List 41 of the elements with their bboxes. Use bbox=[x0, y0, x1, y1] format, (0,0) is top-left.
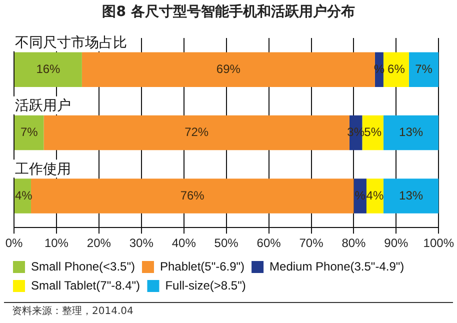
x-tick-label: 30% bbox=[129, 236, 154, 250]
legend-label: Full-size(>8.5") bbox=[165, 278, 246, 292]
data-label: 7% bbox=[20, 125, 38, 140]
data-label: 69% bbox=[216, 62, 241, 76]
bar bbox=[354, 178, 366, 214]
y-tick-label: 不同尺寸市场占比 bbox=[15, 34, 127, 51]
y-tick-label: 活跃用户 bbox=[15, 98, 71, 114]
data-label: 4% bbox=[366, 188, 384, 202]
legend-label: Medium Phone(3.5"-4.9") bbox=[270, 259, 404, 274]
bar bbox=[30, 178, 354, 214]
data-label: % bbox=[354, 188, 366, 202]
data-label: 6% bbox=[388, 62, 406, 76]
x-tick-label: 70% bbox=[299, 236, 324, 250]
data-label: 13% bbox=[399, 125, 424, 140]
x-tick-label: 60% bbox=[256, 236, 282, 250]
data-label: 16% bbox=[36, 62, 61, 76]
x-tick-label: 10% bbox=[44, 236, 69, 250]
x-tick-label: 0% bbox=[5, 236, 23, 250]
y-tick-label: 工作使用 bbox=[15, 161, 71, 178]
x-tick-label: 80% bbox=[342, 236, 366, 250]
chart-title: 图8 各尺寸型号智能手机和活跃用户分布 bbox=[101, 2, 356, 22]
legend-label: Phablet(5"-6.9") bbox=[160, 259, 245, 274]
bar bbox=[383, 178, 439, 214]
bar bbox=[383, 52, 409, 87]
data-label: 5% bbox=[364, 125, 382, 140]
x-tick-label: 40% bbox=[172, 236, 196, 250]
data-label: 72% bbox=[184, 125, 209, 140]
data-label: 7% bbox=[415, 62, 433, 76]
x-tick-label: 100% bbox=[423, 236, 454, 250]
data-label: 76% bbox=[180, 188, 205, 202]
x-tick-label: 90% bbox=[384, 236, 409, 250]
data-label: 13% bbox=[399, 188, 424, 202]
x-tick-label: 50% bbox=[214, 236, 239, 250]
legend-label: Small Tablet(7"-8.4") bbox=[31, 278, 140, 292]
legend-label: Small Phone(<3.5") bbox=[31, 259, 135, 274]
bar bbox=[82, 52, 375, 87]
x-tick-label: 20% bbox=[86, 236, 112, 250]
bar bbox=[44, 115, 350, 150]
bar bbox=[383, 115, 439, 150]
bar bbox=[408, 52, 439, 87]
text: 资料来源：整理，2014.04 bbox=[4, 302, 453, 321]
